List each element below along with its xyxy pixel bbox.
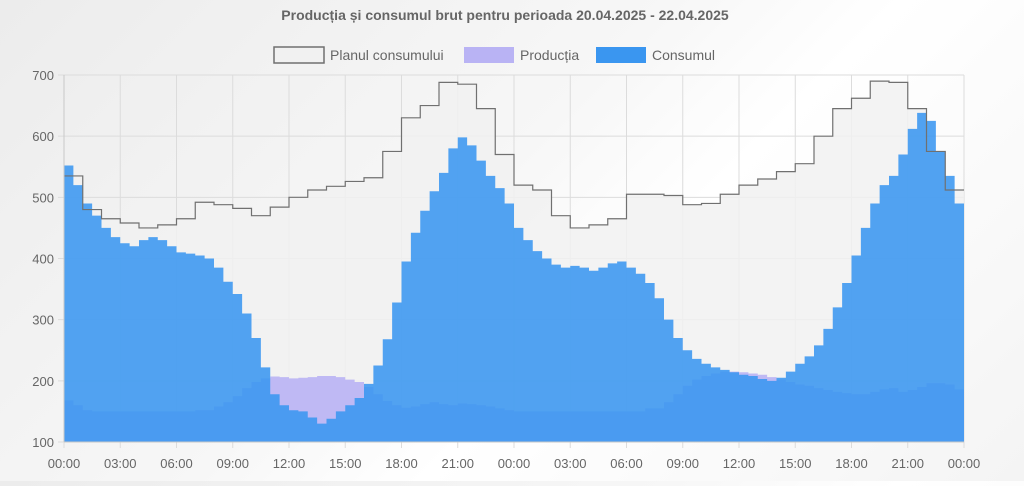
axes: 100 200 300 400 500 600 700 00:00 03:00 06:00 09:0… — [32, 68, 980, 471]
x-tick-label: 12:00 — [723, 456, 756, 471]
chart-title: Producția și consumul brut pentru perioa… — [281, 7, 729, 23]
series-plan-line — [64, 80, 964, 229]
x-tick-label: 15:00 — [329, 456, 362, 471]
y-tick-label: 100 — [32, 435, 54, 450]
y-tick-label: 700 — [32, 68, 54, 83]
x-tick-label: 00:00 — [498, 456, 531, 471]
legend-item-productie[interactable]: Producția — [464, 47, 579, 63]
x-tick-label: 18:00 — [835, 456, 868, 471]
legend-item-consum[interactable]: Consumul — [596, 47, 715, 63]
legend-label-plan: Planul consumului — [330, 47, 444, 63]
legend-swatch-plan — [273, 46, 325, 64]
legend-swatch-consum — [596, 47, 646, 63]
x-tick-label: 03:00 — [104, 456, 137, 471]
x-tick-label: 12:00 — [273, 456, 306, 471]
series-layer — [64, 80, 964, 442]
x-tick-label: 06:00 — [160, 456, 193, 471]
series-consum-area — [64, 112, 964, 442]
x-tick-label: 09:00 — [666, 456, 699, 471]
x-tick-label: 00:00 — [48, 456, 81, 471]
legend-label-productie: Producția — [520, 47, 579, 63]
x-tick-label: 18:00 — [385, 456, 418, 471]
legend-item-plan[interactable]: Planul consumului — [273, 46, 444, 64]
y-tick-label: 200 — [32, 374, 54, 389]
x-tick-label: 00:00 — [948, 456, 981, 471]
y-tick-label: 400 — [32, 252, 54, 267]
y-tick-label: 300 — [32, 313, 54, 328]
x-tick-label: 21:00 — [891, 456, 924, 471]
x-tick-label: 06:00 — [610, 456, 643, 471]
x-tick-label: 03:00 — [554, 456, 587, 471]
legend[interactable]: Planul consumului Producția Consumul — [273, 46, 715, 64]
x-tick-label: 09:00 — [216, 456, 249, 471]
x-tick-label: 21:00 — [441, 456, 474, 471]
legend-label-consum: Consumul — [652, 47, 715, 63]
x-tick-label: 15:00 — [779, 456, 812, 471]
y-tick-label: 600 — [32, 129, 54, 144]
y-tick-label: 500 — [32, 190, 54, 205]
legend-swatch-productie — [464, 47, 514, 63]
